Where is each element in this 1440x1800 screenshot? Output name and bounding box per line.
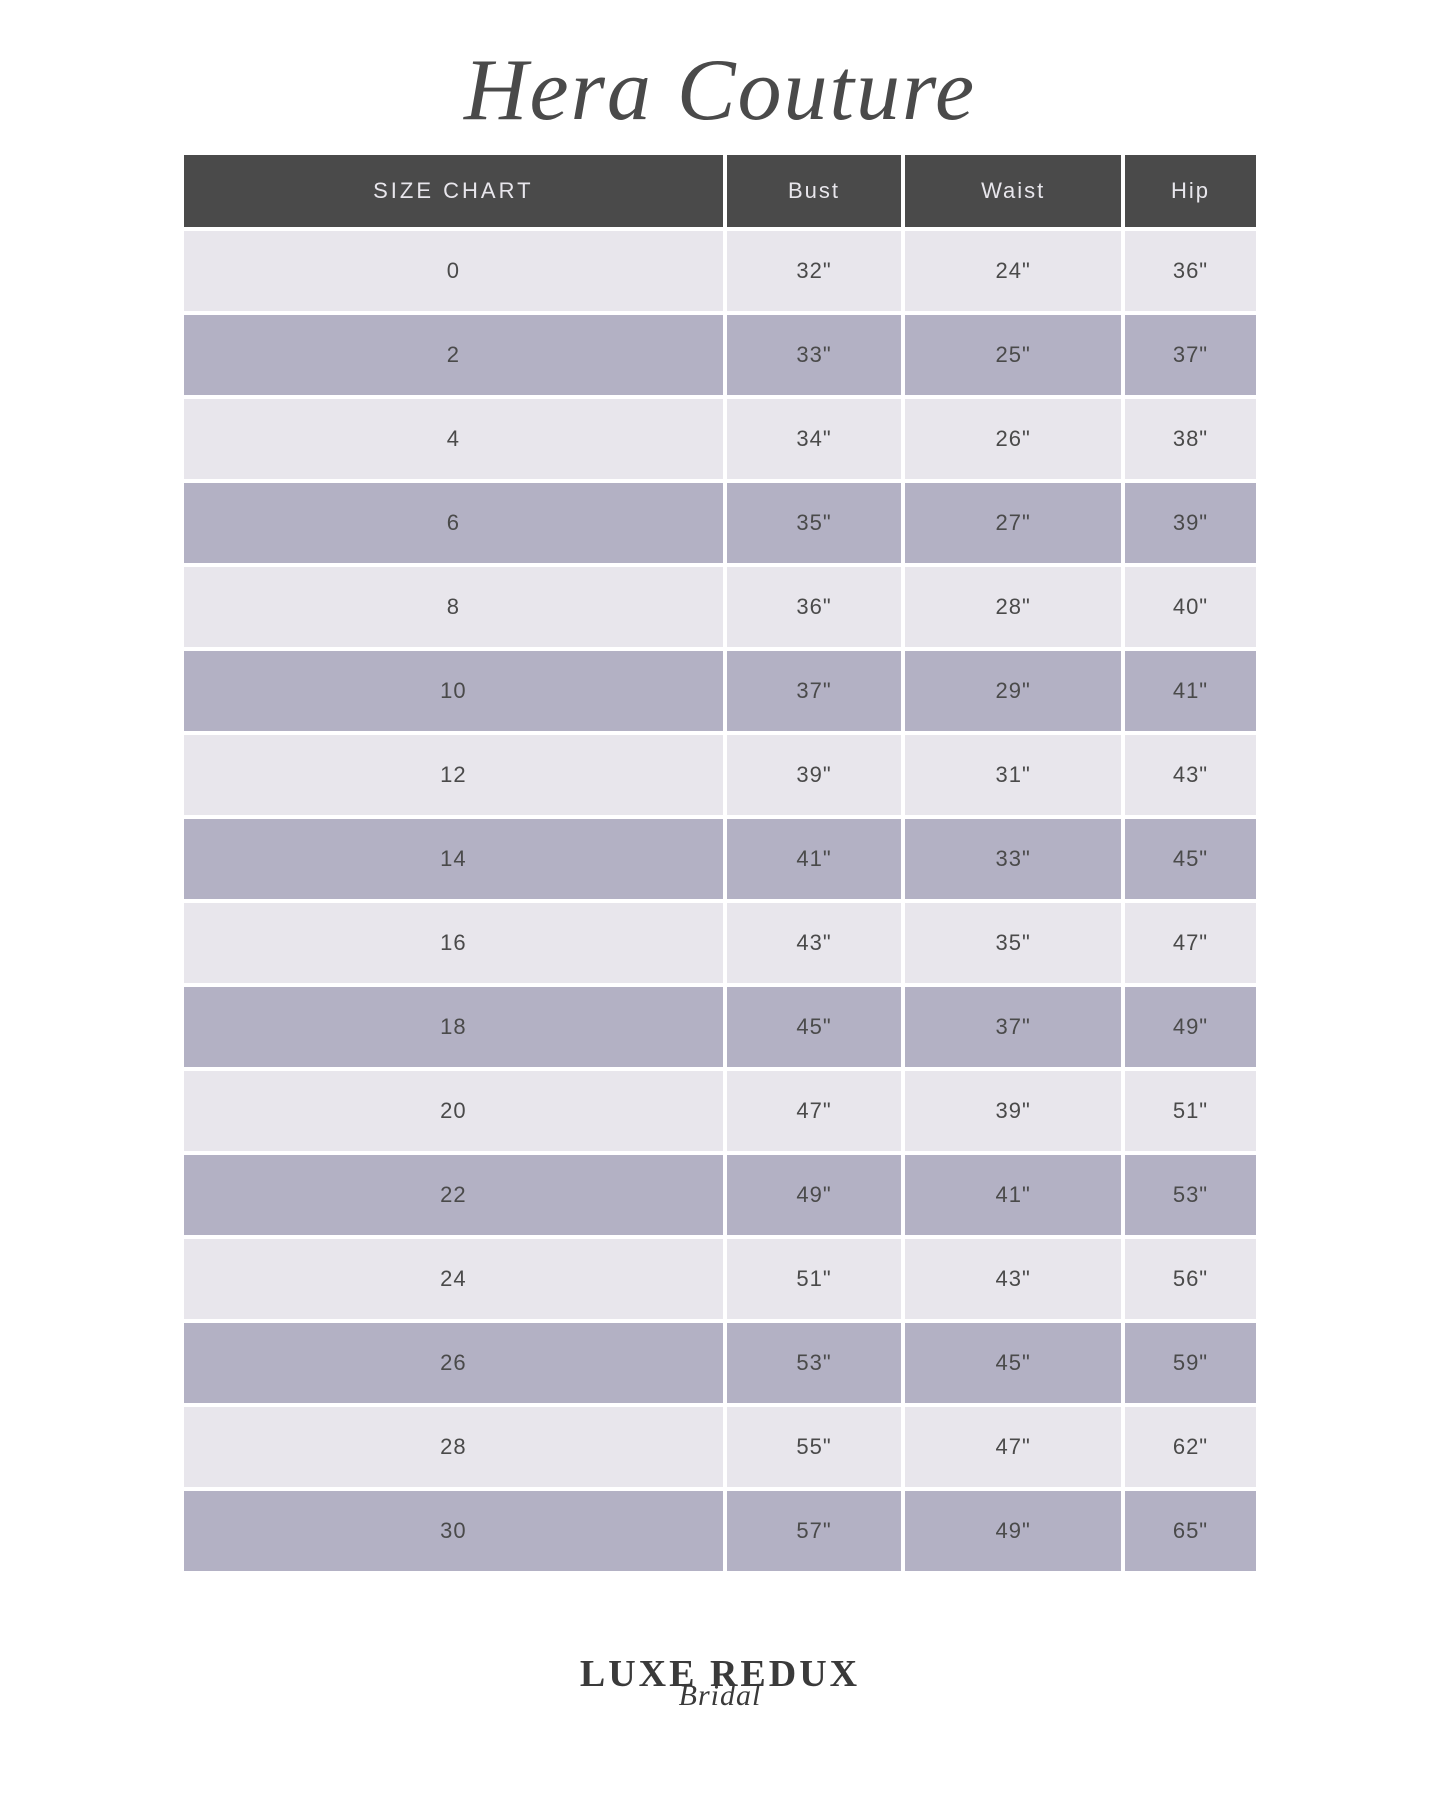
- cell-hip: 45": [1125, 819, 1256, 899]
- cell-waist: 26": [905, 399, 1121, 479]
- cell-waist: 41": [905, 1155, 1121, 1235]
- col-hip: Hip: [1125, 155, 1256, 227]
- cell-bust: 36": [727, 567, 902, 647]
- cell-hip: 40": [1125, 567, 1256, 647]
- table-row: 233"25"37": [184, 315, 1256, 395]
- cell-hip: 59": [1125, 1323, 1256, 1403]
- cell-size: 8: [184, 567, 723, 647]
- cell-bust: 49": [727, 1155, 902, 1235]
- table-row: 032"24"36": [184, 231, 1256, 311]
- cell-hip: 62": [1125, 1407, 1256, 1487]
- cell-bust: 37": [727, 651, 902, 731]
- cell-bust: 43": [727, 903, 902, 983]
- cell-bust: 47": [727, 1071, 902, 1151]
- cell-waist: 28": [905, 567, 1121, 647]
- table-body: 032"24"36"233"25"37"434"26"38"635"27"39"…: [184, 231, 1256, 1571]
- cell-bust: 51": [727, 1239, 902, 1319]
- cell-size: 14: [184, 819, 723, 899]
- cell-size: 26: [184, 1323, 723, 1403]
- table-row: 2047"39"51": [184, 1071, 1256, 1151]
- size-chart-table: SIZE CHART Bust Waist Hip 032"24"36"233"…: [180, 151, 1260, 1575]
- cell-hip: 65": [1125, 1491, 1256, 1571]
- cell-size: 0: [184, 231, 723, 311]
- col-bust: Bust: [727, 155, 902, 227]
- cell-hip: 49": [1125, 987, 1256, 1067]
- cell-size: 4: [184, 399, 723, 479]
- cell-waist: 37": [905, 987, 1121, 1067]
- cell-waist: 29": [905, 651, 1121, 731]
- cell-hip: 47": [1125, 903, 1256, 983]
- cell-bust: 55": [727, 1407, 902, 1487]
- cell-hip: 37": [1125, 315, 1256, 395]
- col-size: SIZE CHART: [184, 155, 723, 227]
- brand-title: Hera Couture: [464, 40, 976, 141]
- table-row: 836"28"40": [184, 567, 1256, 647]
- cell-waist: 33": [905, 819, 1121, 899]
- cell-hip: 36": [1125, 231, 1256, 311]
- cell-waist: 25": [905, 315, 1121, 395]
- cell-size: 24: [184, 1239, 723, 1319]
- cell-bust: 53": [727, 1323, 902, 1403]
- cell-waist: 27": [905, 483, 1121, 563]
- cell-waist: 31": [905, 735, 1121, 815]
- cell-size: 6: [184, 483, 723, 563]
- cell-hip: 53": [1125, 1155, 1256, 1235]
- cell-hip: 43": [1125, 735, 1256, 815]
- cell-size: 10: [184, 651, 723, 731]
- cell-waist: 47": [905, 1407, 1121, 1487]
- cell-waist: 39": [905, 1071, 1121, 1151]
- table-row: 1239"31"43": [184, 735, 1256, 815]
- table-row: 1845"37"49": [184, 987, 1256, 1067]
- table-row: 2451"43"56": [184, 1239, 1256, 1319]
- table-row: 635"27"39": [184, 483, 1256, 563]
- cell-waist: 24": [905, 231, 1121, 311]
- cell-bust: 33": [727, 315, 902, 395]
- cell-hip: 38": [1125, 399, 1256, 479]
- cell-size: 22: [184, 1155, 723, 1235]
- cell-hip: 51": [1125, 1071, 1256, 1151]
- cell-hip: 41": [1125, 651, 1256, 731]
- footer-logo: LUXE REDUX Bridal: [580, 1655, 860, 1713]
- cell-bust: 35": [727, 483, 902, 563]
- cell-size: 2: [184, 315, 723, 395]
- table-row: 2653"45"59": [184, 1323, 1256, 1403]
- cell-bust: 34": [727, 399, 902, 479]
- cell-size: 30: [184, 1491, 723, 1571]
- cell-size: 12: [184, 735, 723, 815]
- table-row: 1441"33"45": [184, 819, 1256, 899]
- cell-waist: 45": [905, 1323, 1121, 1403]
- cell-bust: 57": [727, 1491, 902, 1571]
- cell-size: 16: [184, 903, 723, 983]
- cell-waist: 49": [905, 1491, 1121, 1571]
- cell-waist: 43": [905, 1239, 1121, 1319]
- cell-waist: 35": [905, 903, 1121, 983]
- cell-size: 28: [184, 1407, 723, 1487]
- table-row: 1643"35"47": [184, 903, 1256, 983]
- table-header-row: SIZE CHART Bust Waist Hip: [184, 155, 1256, 227]
- cell-bust: 41": [727, 819, 902, 899]
- cell-hip: 39": [1125, 483, 1256, 563]
- cell-bust: 32": [727, 231, 902, 311]
- table-row: 2249"41"53": [184, 1155, 1256, 1235]
- cell-size: 20: [184, 1071, 723, 1151]
- table-row: 434"26"38": [184, 399, 1256, 479]
- col-waist: Waist: [905, 155, 1121, 227]
- cell-size: 18: [184, 987, 723, 1067]
- table-row: 2855"47"62": [184, 1407, 1256, 1487]
- table-row: 3057"49"65": [184, 1491, 1256, 1571]
- table-row: 1037"29"41": [184, 651, 1256, 731]
- cell-bust: 45": [727, 987, 902, 1067]
- cell-hip: 56": [1125, 1239, 1256, 1319]
- cell-bust: 39": [727, 735, 902, 815]
